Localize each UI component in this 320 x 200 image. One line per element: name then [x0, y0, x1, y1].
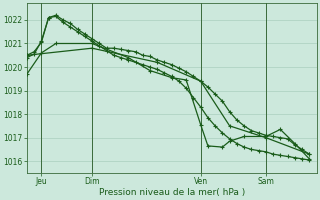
X-axis label: Pression niveau de la mer( hPa ): Pression niveau de la mer( hPa ) [99, 188, 245, 197]
